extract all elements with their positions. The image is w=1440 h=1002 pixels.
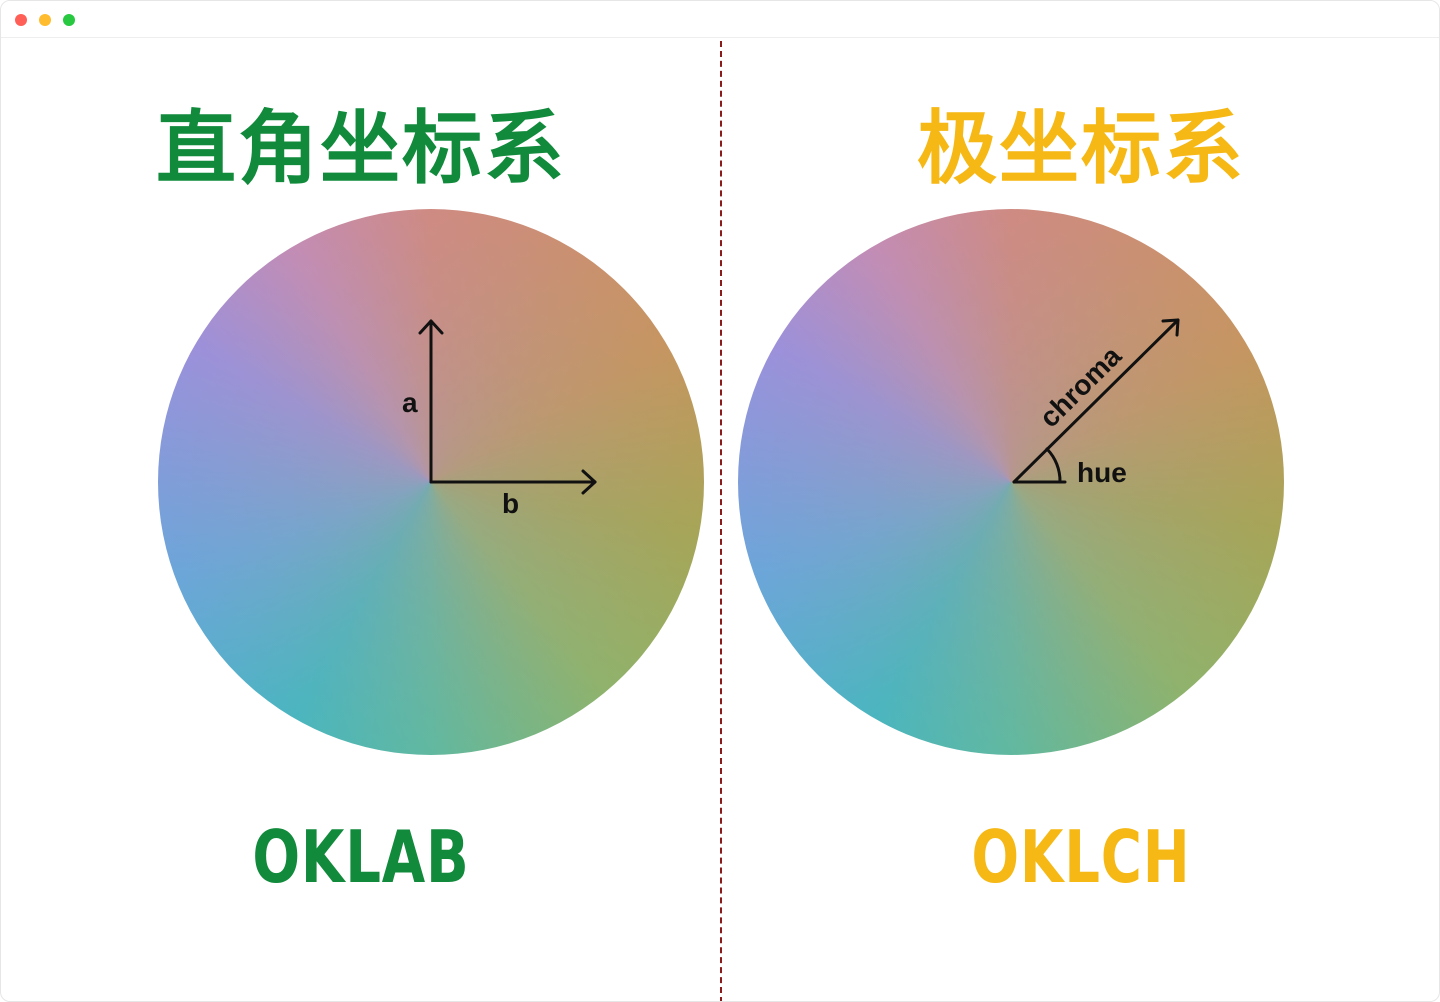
oklab-panel: 直角坐标系 a b OKLAB bbox=[1, 37, 721, 1001]
axis-b-label: b bbox=[502, 488, 519, 519]
oklab-axes: a b bbox=[402, 319, 597, 519]
chroma-label: chroma bbox=[1033, 340, 1127, 433]
axis-a-label: a bbox=[402, 387, 418, 418]
hue-angle-arc bbox=[1045, 447, 1062, 484]
close-window-button[interactable] bbox=[15, 14, 27, 26]
oklch-color-disc bbox=[738, 209, 1284, 755]
zoom-window-button[interactable] bbox=[63, 14, 75, 26]
title-bar bbox=[1, 1, 1439, 38]
oklab-heading: 直角坐标系 bbox=[156, 102, 566, 195]
oklch-panel: 极坐标系 chroma hue OKLCH bbox=[721, 37, 1439, 1001]
axis-a-arrowhead bbox=[418, 319, 444, 335]
chroma-vector bbox=[1012, 318, 1180, 484]
minimize-window-button[interactable] bbox=[39, 14, 51, 26]
axis-b-arrowhead bbox=[581, 469, 597, 495]
oklch-heading: 极坐标系 bbox=[917, 102, 1245, 195]
oklch-polar-diagram: chroma hue bbox=[1012, 318, 1180, 488]
oklch-label: OKLCH bbox=[971, 815, 1191, 899]
dashed-divider bbox=[720, 41, 722, 1001]
chroma-arrowhead bbox=[1161, 318, 1180, 337]
oklab-label: OKLAB bbox=[252, 815, 470, 899]
hue-label: hue bbox=[1077, 457, 1127, 488]
